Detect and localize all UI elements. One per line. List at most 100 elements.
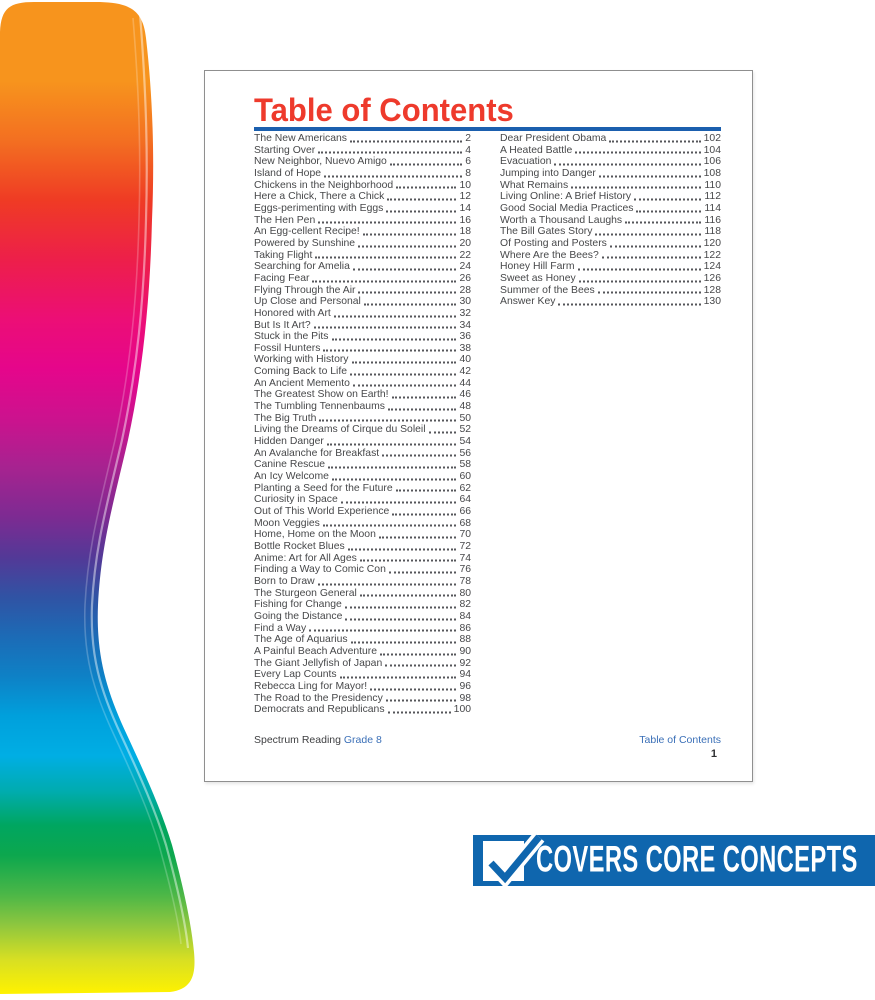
toc-entry-title: Powered by Sunshine <box>254 237 356 249</box>
toc-entry: Hidden Danger 54 <box>254 436 471 448</box>
toc-entry: Taking Flight 22 <box>254 250 471 262</box>
toc-entry: Going the Distance 84 <box>254 611 471 623</box>
toc-entry: Home, Home on the Moon 70 <box>254 529 471 541</box>
toc-entry: The New Americans 2 <box>254 133 471 145</box>
toc-entry-title: Planting a Seed for the Future <box>254 482 393 494</box>
toc-leader-dots <box>319 419 457 422</box>
toc-entry: A Heated Battle 104 <box>500 145 721 157</box>
toc-entry-title: But Is It Art? <box>254 319 311 331</box>
toc-entry-title: The Giant Jellyfish of Japan <box>254 657 383 669</box>
toc-entry-title: Going the Distance <box>254 610 343 622</box>
toc-entry-title: Anime: Art for All Ages <box>254 552 357 564</box>
footer-brand: Spectrum Reading Grade 8 <box>254 734 382 746</box>
toc-entry-page: 42 <box>459 366 472 378</box>
toc-entry-page: 56 <box>459 447 472 459</box>
toc-leader-dots <box>331 338 457 341</box>
toc-entry: An Egg-cellent Recipe! 18 <box>254 226 471 238</box>
toc-entry-title: Coming Back to Life <box>254 366 347 378</box>
toc-entry-title: Curiosity in Space <box>254 494 338 506</box>
toc-entry-page: 86 <box>459 622 472 634</box>
toc-entry-page: 74 <box>459 552 472 564</box>
toc-entry-title: An Egg-cellent Recipe! <box>254 226 360 238</box>
toc-entry-page: 66 <box>459 506 472 517</box>
toc-entry-page: 128 <box>703 284 721 296</box>
toc-entry: Honey Hill Farm 124 <box>500 261 721 273</box>
toc-leader-dots <box>387 198 457 201</box>
toc-entry-page: 108 <box>703 167 721 179</box>
toc-leader-dots <box>318 151 463 154</box>
toc-leader-dots <box>315 256 457 259</box>
toc-entry-title: Searching for Amelia <box>254 261 350 273</box>
toc-entry-page: 40 <box>459 354 472 366</box>
toc-entry-page: 32 <box>459 307 472 319</box>
toc-entry: Born to Draw 78 <box>254 576 471 588</box>
toc-entry-title: The Big Truth <box>254 412 317 424</box>
toc-leader-dots <box>317 583 457 586</box>
toc-entry-page: 34 <box>459 319 472 331</box>
toc-leader-dots <box>359 559 457 562</box>
toc-entry-title: Answer Key <box>500 296 556 308</box>
toc-entry-title: The New Americans <box>254 133 347 144</box>
toc-entry: Evacuation 106 <box>500 156 721 168</box>
page-title: Table of Contents <box>254 92 514 128</box>
toc-leader-dots <box>323 349 457 352</box>
toc-entry-title: Eggs-perimenting with Eggs <box>254 202 384 214</box>
toc-leader-dots <box>609 140 701 143</box>
toc-leader-dots <box>575 151 701 154</box>
toc-entry: Answer Key 130 <box>500 296 721 308</box>
toc-entry: Summer of the Bees 128 <box>500 285 721 297</box>
toc-entry-page: 120 <box>703 237 721 249</box>
toc-entry-page: 100 <box>453 704 472 716</box>
toc-entry-page: 18 <box>459 226 472 238</box>
toc-entry-title: Rebecca Ling for Mayor! <box>254 680 368 692</box>
toc-entry-title: A Painful Beach Adventure <box>254 645 378 657</box>
toc-entry-page: 46 <box>459 389 472 401</box>
toc-entry-title: New Neighbor, Nuevo Amigo <box>254 156 387 168</box>
toc-leader-dots <box>598 175 701 178</box>
toc-leader-dots <box>345 618 457 621</box>
toc-leader-dots <box>351 361 457 364</box>
toc-entry-page: 10 <box>459 179 472 191</box>
toc-entry-title: An Icy Welcome <box>254 471 329 483</box>
toc-entry: Where Are the Bees? 122 <box>500 250 721 262</box>
toc-entry-title: Summer of the Bees <box>500 284 595 296</box>
toc-entry-page: 4 <box>465 144 472 156</box>
toc-entry-title: Fossil Hunters <box>254 342 321 354</box>
toc-entry: Canine Rescue 58 <box>254 459 471 471</box>
toc-leader-dots <box>571 186 702 189</box>
toc-leader-dots <box>378 536 457 539</box>
toc-entry-title: Moon Veggies <box>254 517 320 529</box>
toc-entry-title: Starting Over <box>254 144 316 156</box>
toc-entry: Good Social Media Practices 114 <box>500 203 721 215</box>
toc-entry-page: 102 <box>703 133 721 144</box>
toc-entry-page: 68 <box>459 517 472 529</box>
toc-entry-title: Sweet as Honey <box>500 272 576 284</box>
toc-entry: Fossil Hunters 38 <box>254 343 471 355</box>
toc-entry: The Big Truth 50 <box>254 413 471 425</box>
toc-leader-dots <box>395 489 457 492</box>
toc-leader-dots <box>358 291 457 294</box>
toc-entry-page: 88 <box>459 634 472 646</box>
toc-entry-title: Where Are the Bees? <box>500 249 599 261</box>
toc-leader-dots <box>389 163 463 166</box>
toc-entry: Living Online: A Brief History 112 <box>500 191 721 203</box>
toc-entry-title: Evacuation <box>500 156 552 168</box>
toc-entry: Curiosity in Space 64 <box>254 494 471 506</box>
toc-entry-title: Up Close and Personal <box>254 296 361 308</box>
toc-entry-title: The Road to the Presidency <box>254 692 383 704</box>
toc-leader-dots <box>554 163 701 166</box>
toc-entry-title: Democrats and Republicans <box>254 704 385 716</box>
toc-entry-page: 14 <box>459 202 472 214</box>
toc-entry: Of Posting and Posters 120 <box>500 238 721 250</box>
toc-entry: Worth a Thousand Laughs 116 <box>500 215 721 227</box>
toc-entry-title: The Hen Pen <box>254 214 316 226</box>
toc-entry: Out of This World Experience 66 <box>254 506 471 518</box>
toc-leader-dots <box>625 221 702 224</box>
toc-entry: Democrats and Republicans 100 <box>254 704 471 716</box>
toc-leader-dots <box>386 210 457 213</box>
toc-entry-page: 50 <box>459 412 472 424</box>
toc-leader-dots <box>428 431 457 434</box>
toc-column-left: The New Americans 2 Starting Over 4 New Neig… <box>254 133 471 716</box>
toc-entry: New Neighbor, Nuevo Amigo 6 <box>254 156 471 168</box>
toc-entry-page: 104 <box>703 144 721 156</box>
